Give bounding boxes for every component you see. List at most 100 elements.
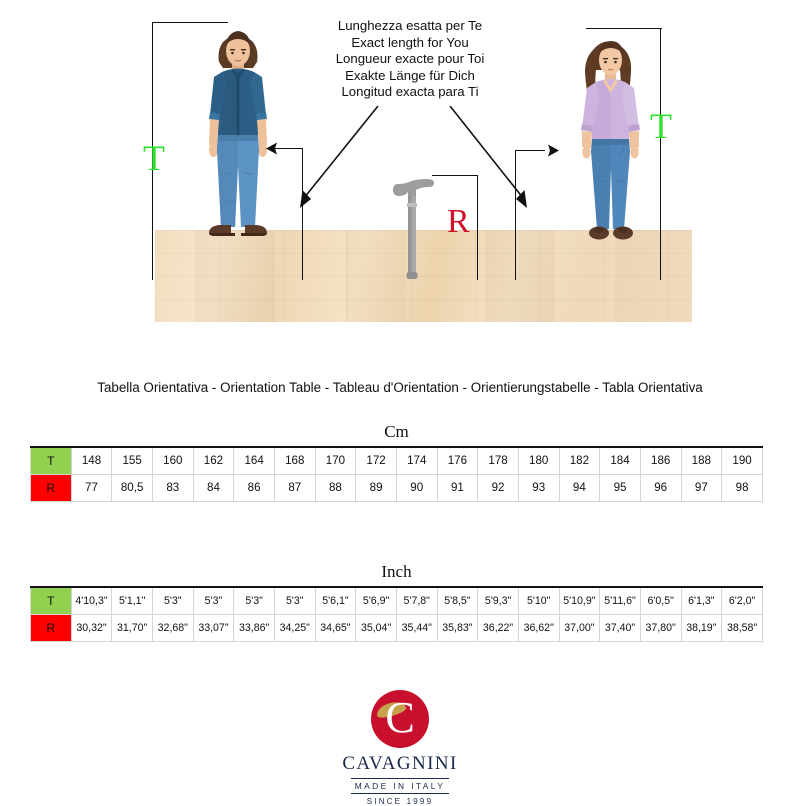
cane-figure (393, 179, 434, 279)
cane-r-line (477, 175, 478, 280)
row-label-t: T (30, 586, 72, 615)
logo-made-in-italy: MADE IN ITALY (350, 778, 450, 794)
orientation-title: Tabella Orientativa - Orientation Table … (97, 380, 703, 395)
cell-r: 77 (70, 473, 113, 502)
cell-r: 86 (233, 473, 275, 502)
size-table-cm: Cm T 148 155 160 162 164 168 170 172 174 176 178 180… (30, 417, 763, 502)
logo-circle-icon: C (371, 690, 429, 748)
woman-figure (581, 41, 640, 240)
cell-t: 164 (233, 446, 275, 475)
cell-t: 180 (517, 446, 560, 475)
cell-r: 30,32" (70, 613, 113, 642)
cell-r: 37,80" (639, 613, 682, 642)
cell-r: 34,65" (314, 613, 357, 642)
man-top-tick (152, 22, 228, 23)
logo-since: SINCE 1999 (366, 797, 434, 806)
label-T-right: T (650, 106, 672, 146)
man-r-tick (274, 148, 303, 149)
wooden-floor (155, 230, 692, 322)
caption-line-es: Longitud exacta para Ti (341, 84, 479, 100)
cell-t: 5'6,1" (314, 586, 357, 615)
table-row-r: R 77 80,5 83 84 86 87 88 89 90 91 92 93 94 95 96 97 98 (30, 473, 763, 502)
table-body-inch: T 4'10,3" 5'1,1" 5'3" 5'3" 5'3" 5'3" 5'6,1" 5'6,… (30, 586, 763, 642)
row-label-r: R (30, 473, 72, 502)
cell-r: 80,5 (111, 473, 153, 502)
cell-t: 5'3" (192, 586, 235, 615)
cell-t: 168 (273, 446, 316, 475)
cell-t: 5'8,5" (436, 586, 479, 615)
cell-r: 31,70" (111, 613, 153, 642)
cell-t: 186 (639, 446, 682, 475)
cell-r: 94 (558, 473, 601, 502)
cell-r: 91 (436, 473, 479, 502)
cell-t: 174 (395, 446, 438, 475)
cell-t: 5'11,6" (599, 586, 641, 615)
row-label-t: T (30, 446, 72, 475)
cell-t: 184 (599, 446, 641, 475)
caption-line-en: Exact length for You (351, 34, 469, 50)
cell-t: 6'2,0" (721, 586, 763, 615)
cell-t: 5'10,9" (558, 586, 601, 615)
cell-r: 88 (314, 473, 357, 502)
table-row-r: R 30,32" 31,70" 32,68" 33,07" 33,86" 34,25" 34,… (30, 613, 763, 642)
logo-brand-name: CAVAGNINI (342, 753, 458, 774)
cell-r: 90 (395, 473, 438, 502)
caption-line-it: Lunghezza esatta per Te (337, 18, 483, 33)
size-table-inch: Inch T 4'10,3" 5'1,1" 5'3" 5'3" 5'3" 5'3" 5'6,1… (30, 557, 763, 642)
man-height-line (152, 22, 153, 280)
cell-r: 32,68" (151, 613, 194, 642)
cell-r: 93 (517, 473, 560, 502)
row-label-r: R (30, 613, 72, 642)
label-T-left: T (143, 138, 165, 178)
cell-r: 89 (355, 473, 397, 502)
cell-r: 37,40" (599, 613, 641, 642)
caption-pointer-arrows (300, 106, 527, 208)
cell-r: 34,25" (273, 613, 316, 642)
cell-r: 84 (192, 473, 235, 502)
unit-label-cm: Cm (30, 417, 763, 448)
cell-t: 190 (721, 446, 763, 475)
cell-t: 5'7,8" (395, 586, 438, 615)
cell-r: 33,86" (233, 613, 275, 642)
unit-label-inch: Inch (30, 557, 763, 588)
cell-t: 188 (680, 446, 723, 475)
table-body-cm: T 148 155 160 162 164 168 170 172 174 176 178 180 182… (30, 446, 763, 502)
cell-t: 182 (558, 446, 601, 475)
cell-r: 83 (151, 473, 194, 502)
cell-t: 4'10,3" (70, 586, 113, 615)
man-r-arrow-icon (266, 142, 277, 155)
woman-r-arrow-icon (548, 144, 559, 157)
cell-t: 162 (192, 446, 235, 475)
cell-r: 96 (639, 473, 682, 502)
cell-r: 37,00" (558, 613, 601, 642)
caption-line-de: Exakte Länge für Dich (345, 67, 475, 83)
cell-r: 97 (680, 473, 723, 502)
man-r-line (302, 148, 303, 280)
woman-r-line (515, 150, 516, 280)
cell-r: 92 (477, 473, 519, 502)
cell-t: 172 (355, 446, 397, 475)
cell-t: 170 (314, 446, 357, 475)
cell-t: 176 (436, 446, 479, 475)
caption-block: Lunghezza esatta per Te Exact length for… (300, 18, 520, 101)
cell-r: 35,04" (355, 613, 397, 642)
cell-t: 6'1,3" (680, 586, 723, 615)
cell-t: 5'9,3" (477, 586, 519, 615)
cell-r: 95 (599, 473, 641, 502)
cell-r: 33,07" (192, 613, 235, 642)
cell-t: 6'0,5" (639, 586, 682, 615)
cell-r: 35,44" (395, 613, 438, 642)
cell-r: 36,62" (517, 613, 560, 642)
woman-top-tick (586, 28, 662, 29)
cell-r: 87 (273, 473, 316, 502)
cell-t: 155 (111, 446, 153, 475)
label-R: R (447, 203, 470, 240)
cell-r: 98 (721, 473, 763, 502)
cell-t: 178 (477, 446, 519, 475)
table-row-t: T 148 155 160 162 164 168 170 172 174 176 178 180 182… (30, 446, 763, 475)
woman-r-tick (515, 150, 545, 151)
cell-t: 5'6,9" (355, 586, 397, 615)
cell-t: 5'3" (273, 586, 316, 615)
cell-r: 38,58" (721, 613, 763, 642)
caption-line-fr: Longueur exacte pour Toi (335, 51, 485, 67)
